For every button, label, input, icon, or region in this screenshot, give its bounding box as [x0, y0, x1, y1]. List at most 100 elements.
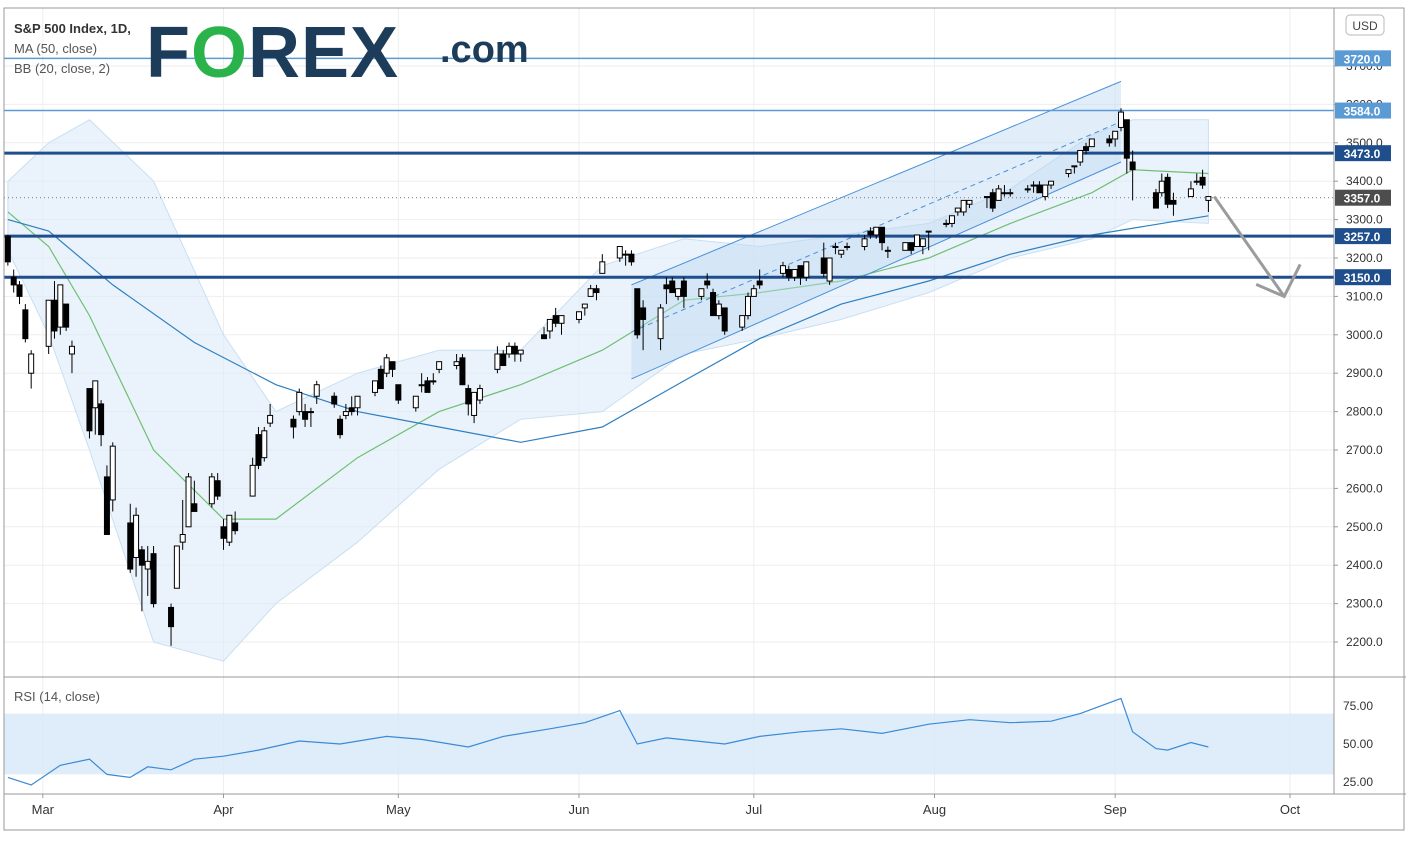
ma50-line [7, 215, 1209, 443]
candle [908, 242, 915, 255]
level-label-box [1335, 50, 1391, 67]
last-price-label: 3357.0 [1344, 192, 1381, 206]
candle-body [558, 315, 565, 324]
candle [756, 269, 763, 289]
candle-body [838, 249, 845, 255]
candle [1048, 180, 1055, 189]
candle [22, 304, 29, 343]
candle-body [908, 242, 915, 251]
y-tick-label: 2700.0 [1346, 443, 1383, 457]
bb-legend-label: BB (20, close, 2) [14, 61, 110, 76]
candle [838, 249, 845, 258]
candle [1077, 149, 1084, 166]
candle [989, 188, 996, 212]
candle-body [715, 303, 722, 317]
level-label: 3150.0 [1344, 271, 1381, 285]
candle [436, 361, 443, 374]
candle [820, 242, 827, 278]
candle-body [1112, 130, 1119, 140]
candle [220, 519, 227, 550]
candle [63, 303, 70, 331]
y-tick-label: 3100.0 [1346, 289, 1383, 303]
candle [459, 354, 466, 386]
candle-body [28, 353, 35, 374]
candle [185, 473, 192, 528]
candle [948, 215, 955, 228]
candle-body [313, 384, 320, 397]
candle-body [1083, 146, 1090, 151]
candle [867, 227, 874, 239]
candle-body [459, 357, 466, 386]
candle [471, 391, 478, 424]
candle-body [372, 380, 379, 393]
candle-body [756, 280, 763, 286]
candle-body [1123, 119, 1130, 159]
candle [348, 396, 355, 416]
candle [1158, 173, 1165, 197]
candle [832, 242, 839, 255]
candle [214, 473, 221, 500]
candle [884, 246, 891, 258]
candle-body [232, 522, 239, 532]
candle-body [587, 288, 594, 297]
candle-body [1088, 138, 1095, 148]
forex-logo-suffix: .com [440, 29, 529, 71]
candle-body [704, 280, 711, 286]
candle-body [867, 230, 874, 236]
candle [995, 185, 1002, 201]
candle-body [925, 230, 932, 233]
candles-layer [4, 108, 1212, 646]
candle [173, 545, 180, 589]
candle-body [546, 318, 553, 332]
candle [412, 395, 419, 412]
candle [745, 292, 752, 320]
level-label: 3257.0 [1344, 230, 1381, 244]
candle [191, 480, 198, 512]
level-label-box [1335, 145, 1391, 162]
candle [1071, 165, 1078, 174]
candle-body [581, 303, 588, 309]
x-tick-label: May [386, 802, 411, 817]
candle [791, 269, 798, 282]
candle-body [337, 418, 344, 436]
candle-body [494, 353, 501, 370]
bollinger-band-layer [7, 119, 1209, 662]
rsi-line [7, 697, 1209, 786]
candle [1117, 108, 1124, 132]
candle-body [820, 257, 827, 274]
candle-body [1071, 165, 1078, 168]
y-tick-label: 2800.0 [1346, 405, 1383, 419]
candle [1129, 150, 1136, 201]
candle-body [220, 526, 227, 539]
candle [797, 265, 804, 285]
candle [779, 261, 786, 278]
candle [424, 377, 431, 393]
candle [302, 403, 309, 427]
candle [826, 257, 833, 285]
candle-body [506, 345, 513, 355]
rsi-tick-25: 25.00 [1343, 775, 1373, 789]
y-tick-label: 2300.0 [1346, 597, 1383, 611]
candle [68, 340, 75, 374]
candle-body [954, 207, 961, 213]
candle [337, 415, 344, 439]
candle [517, 349, 524, 362]
candle-body [511, 345, 518, 355]
candle [255, 426, 262, 470]
candle [879, 226, 886, 251]
candle-body [1007, 192, 1014, 195]
x-tick-label: Jul [746, 802, 763, 817]
candle-body [995, 188, 1002, 201]
y-tick-label: 3300.0 [1346, 213, 1383, 227]
candle [226, 514, 233, 546]
candle [1065, 169, 1072, 178]
candle [844, 242, 851, 251]
candle-body [208, 476, 215, 505]
channel-upper-line [631, 80, 1122, 286]
candle-body [22, 309, 29, 340]
candle [1152, 188, 1159, 209]
candle-body [832, 245, 839, 248]
candle [342, 403, 349, 420]
candle-body [1036, 184, 1043, 194]
level-label: 3720.0 [1344, 52, 1381, 66]
